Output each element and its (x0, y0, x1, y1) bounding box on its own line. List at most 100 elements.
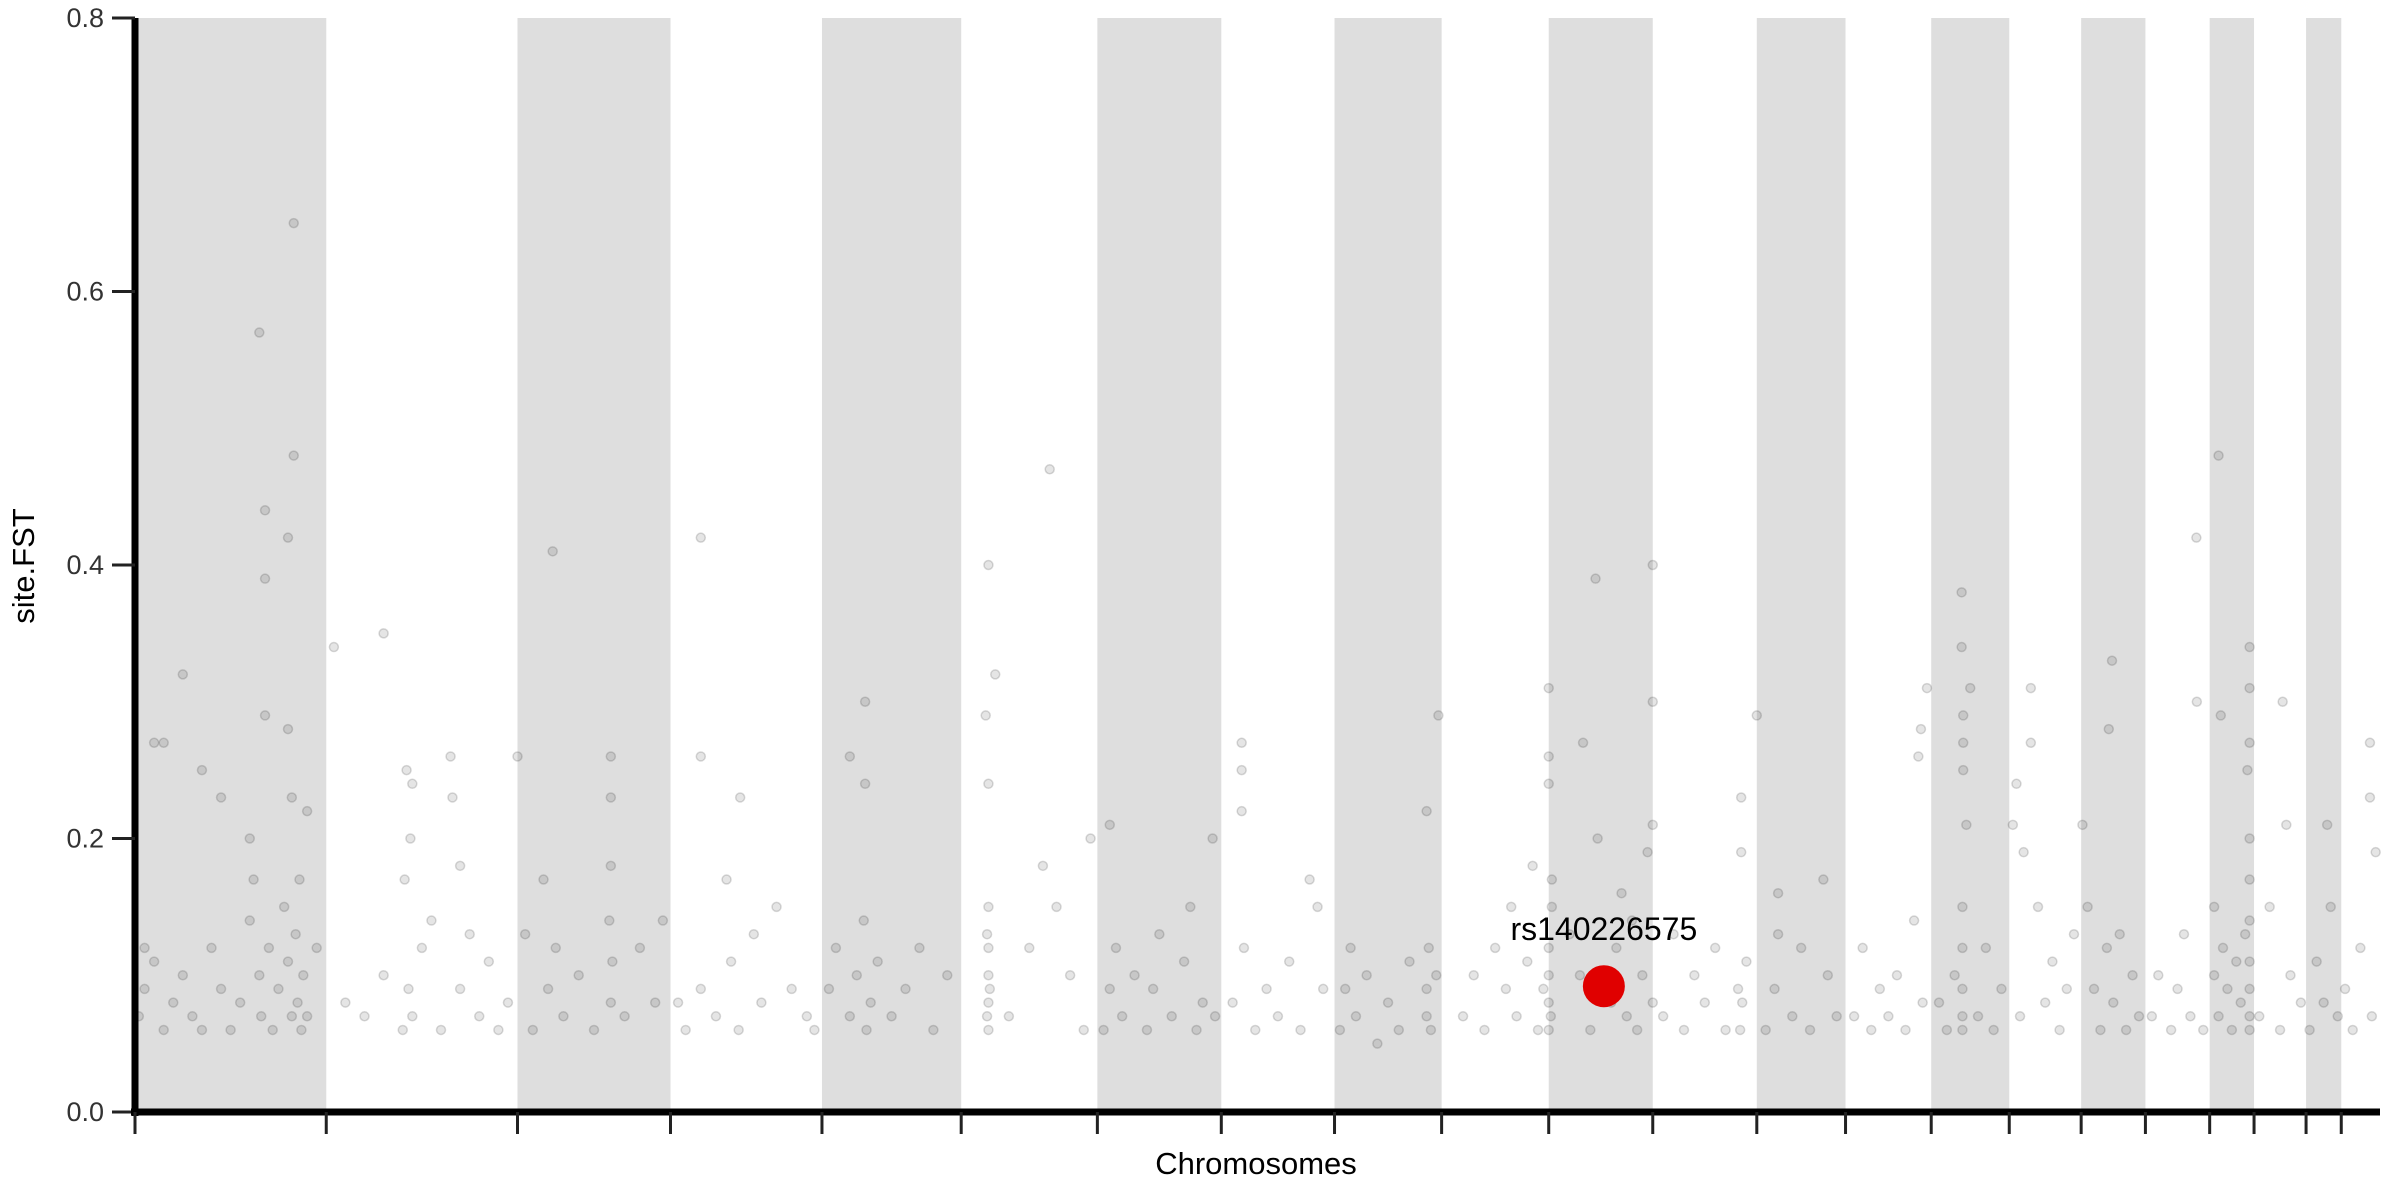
data-point (2208, 970, 2220, 981)
data-point (604, 915, 615, 926)
data-point (859, 778, 871, 790)
data-point (2178, 928, 2190, 940)
data-point (1003, 1011, 1015, 1022)
data-point (2047, 956, 2058, 967)
data-point (2039, 997, 2051, 1008)
data-point (1457, 1011, 1469, 1022)
data-point (254, 970, 265, 981)
data-point (399, 874, 410, 885)
data-point (1908, 915, 1920, 926)
data-point (858, 915, 869, 926)
data-point (1423, 942, 1435, 954)
data-point (1611, 942, 1622, 954)
data-point (158, 737, 169, 749)
data-point (1543, 970, 1554, 981)
data-point (1957, 1024, 1968, 1036)
data-point (1831, 1011, 1842, 1022)
data-point (1668, 928, 1679, 940)
data-point (1590, 573, 1601, 584)
data-point (196, 1024, 208, 1036)
data-point (502, 997, 514, 1008)
data-point (1236, 805, 1247, 817)
data-point (2347, 1024, 2358, 1036)
data-point (1543, 997, 1554, 1008)
data-point (1592, 833, 1603, 844)
data-point (512, 751, 523, 762)
data-point (2244, 983, 2255, 995)
chromosome-band-5 (821, 18, 962, 1112)
data-point (2106, 655, 2118, 666)
data-point (1760, 1024, 1771, 1036)
data-point (2153, 970, 2164, 981)
data-point (1741, 956, 1752, 967)
data-point (1874, 983, 1886, 995)
data-point (1913, 751, 1924, 762)
data-point (215, 983, 227, 995)
data-point (672, 997, 684, 1008)
data-point (177, 970, 189, 981)
data-point (1078, 1024, 1090, 1036)
data-point (1957, 983, 1968, 995)
data-point (273, 983, 284, 995)
data-point (1736, 997, 1748, 1008)
data-point (1044, 464, 1055, 475)
data-point (1822, 970, 1834, 981)
data-point (378, 628, 389, 639)
data-point (1647, 819, 1659, 831)
data-point (2061, 983, 2073, 995)
data-point (2277, 696, 2288, 707)
data-point (1250, 1024, 1261, 1036)
data-point (1350, 1011, 1362, 1022)
data-point (2244, 737, 2255, 749)
data-point (2068, 928, 2080, 940)
data-point (1734, 1024, 1746, 1036)
data-point (292, 997, 303, 1008)
data-point (983, 901, 994, 913)
chromosome-band-9 (1334, 18, 1442, 1112)
data-point (928, 1024, 939, 1036)
data-point (983, 997, 994, 1008)
data-point (2244, 1011, 2255, 1022)
data-point (1949, 970, 1960, 981)
data-point (983, 942, 994, 954)
data-point (1129, 970, 1140, 981)
data-point (538, 874, 549, 885)
data-point (1787, 1011, 1798, 1022)
data-point (1988, 1024, 1999, 1036)
data-point (1236, 764, 1247, 776)
data-point (983, 1024, 994, 1036)
chromosome-band-15 (1931, 18, 2010, 1112)
data-point (1769, 983, 1780, 995)
data-point (1996, 983, 2007, 995)
data-point (1678, 1024, 1690, 1036)
data-point (1283, 956, 1295, 967)
data-point (1207, 833, 1218, 844)
data-point (1433, 710, 1444, 721)
data-point (1085, 833, 1096, 844)
data-point (2077, 819, 2088, 831)
data-point (1110, 942, 1122, 954)
data-point (1647, 559, 1659, 571)
data-point (1577, 737, 1589, 749)
data-point (1732, 983, 1744, 995)
data-point (886, 1011, 897, 1022)
data-point (2235, 997, 2246, 1008)
data-point (1865, 1024, 1877, 1036)
data-point (2088, 983, 2100, 995)
data-point (2244, 956, 2255, 967)
data-point (1957, 942, 1968, 954)
data-point (278, 901, 290, 913)
data-point (2370, 846, 2381, 858)
data-point (248, 874, 259, 885)
data-point (426, 915, 437, 926)
data-point (2101, 942, 2113, 954)
data-point (298, 970, 309, 981)
y-tick-label: 0.6 (66, 277, 104, 307)
data-point (1735, 846, 1747, 858)
data-point (378, 970, 389, 981)
data-point (1956, 641, 1967, 653)
data-point (861, 1024, 872, 1036)
data-point (328, 641, 340, 653)
data-point (359, 1011, 370, 1022)
